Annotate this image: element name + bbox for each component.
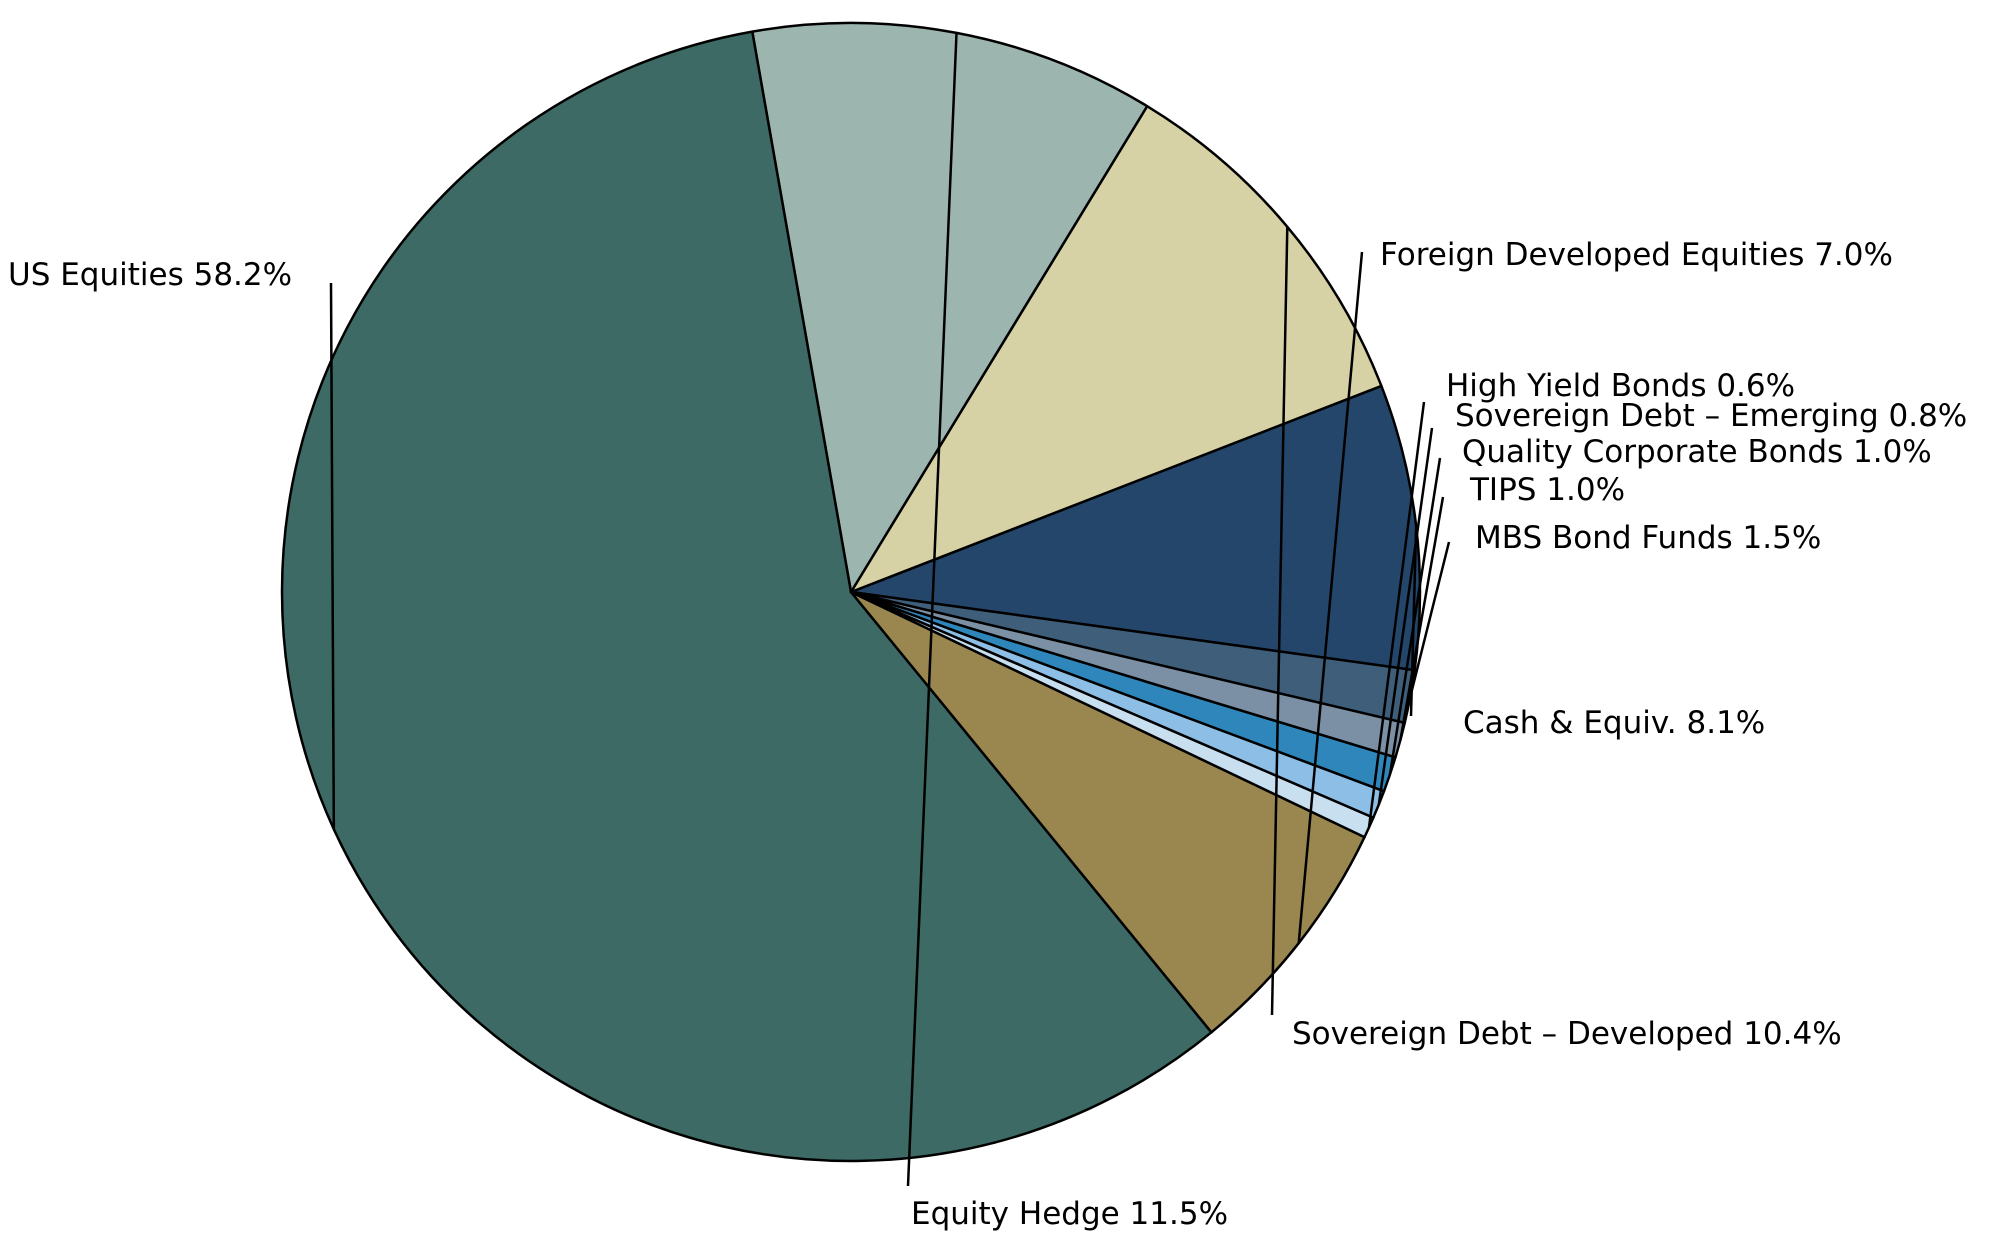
slice-label-1: Sovereign Debt – Developed 10.4% [1292, 1016, 1842, 1052]
leader-line-1 [1270, 226, 1289, 1016]
labels-layer: Cash & Equiv. 8.1% Sovereign Debt – Devel… [8, 237, 1967, 1232]
leader-lines-layer [329, 32, 1451, 1187]
slice-label-8: TIPS 1.0% [1469, 472, 1625, 508]
leader-line-7 [1388, 457, 1442, 775]
slice-label-2: Equity Hedge 11.5% [911, 1196, 1228, 1232]
leader-line-6 [1377, 427, 1434, 805]
slice-label-7: Quality Corporate Bonds 1.0% [1462, 434, 1932, 470]
leader-line-2 [906, 32, 958, 1187]
leader-line-8 [1399, 496, 1445, 741]
slice-label-5: High Yield Bonds 0.6% [1446, 368, 1795, 404]
slice-label-9: MBS Bond Funds 1.5% [1475, 520, 1821, 556]
slice-label-3: US Equities 58.2% [8, 257, 292, 293]
leader-line-9 [1409, 541, 1451, 697]
leader-line-4 [1297, 251, 1364, 944]
slice-label-4: Foreign Developed Equities 7.0% [1380, 237, 1893, 273]
slice-label-0: Cash & Equiv. 8.1% [1463, 705, 1765, 741]
leader-line-3 [329, 282, 336, 830]
slices-layer [280, 21, 1422, 1163]
leader-line-5 [1367, 401, 1426, 828]
slice-label-6: Sovereign Debt – Emerging 0.8% [1455, 398, 1967, 434]
